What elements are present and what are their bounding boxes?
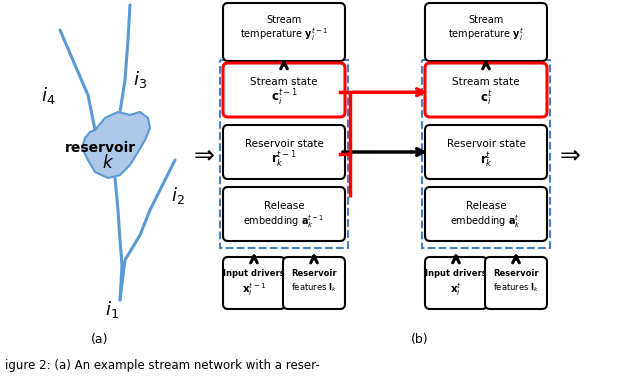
Text: $\mathbf{r}_k^{t}$: $\mathbf{r}_k^{t}$ xyxy=(480,150,493,170)
Text: (b): (b) xyxy=(411,334,429,347)
Text: $\Rightarrow$: $\Rightarrow$ xyxy=(554,142,581,166)
Text: embedding $\mathbf{a}_k^{t}$: embedding $\mathbf{a}_k^{t}$ xyxy=(450,214,521,230)
Text: $\mathbf{r}_k^{t-1}$: $\mathbf{r}_k^{t-1}$ xyxy=(271,150,297,170)
Text: Stream: Stream xyxy=(267,15,302,25)
Text: $i_4$: $i_4$ xyxy=(41,85,55,106)
Text: $\mathbf{c}_i^{t-1}$: $\mathbf{c}_i^{t-1}$ xyxy=(271,88,297,108)
Text: $\Rightarrow$: $\Rightarrow$ xyxy=(189,142,215,166)
Text: Release: Release xyxy=(263,201,304,211)
Text: features $\mathbf{l}_k$: features $\mathbf{l}_k$ xyxy=(493,282,539,294)
Text: Reservoir: Reservoir xyxy=(291,270,337,279)
Text: $\mathbf{x}_i^{t}$: $\mathbf{x}_i^{t}$ xyxy=(450,282,462,299)
FancyBboxPatch shape xyxy=(223,187,345,241)
Text: reservoir: reservoir xyxy=(64,141,135,155)
FancyBboxPatch shape xyxy=(223,125,345,179)
FancyBboxPatch shape xyxy=(485,257,547,309)
Text: $i_3$: $i_3$ xyxy=(133,70,147,91)
FancyBboxPatch shape xyxy=(283,257,345,309)
Text: Input drivers: Input drivers xyxy=(223,270,285,279)
Text: (a): (a) xyxy=(91,334,108,347)
FancyBboxPatch shape xyxy=(425,125,547,179)
Text: temperature $\mathbf{y}_i^{t}$: temperature $\mathbf{y}_i^{t}$ xyxy=(448,27,524,43)
FancyBboxPatch shape xyxy=(425,3,547,61)
Text: $i_2$: $i_2$ xyxy=(171,185,185,206)
FancyBboxPatch shape xyxy=(223,257,285,309)
Text: $k$: $k$ xyxy=(102,154,114,172)
FancyBboxPatch shape xyxy=(425,257,487,309)
Text: Release: Release xyxy=(466,201,507,211)
Text: Reservoir state: Reservoir state xyxy=(244,139,323,149)
Text: $i_1$: $i_1$ xyxy=(105,300,119,320)
Text: features $\mathbf{l}_k$: features $\mathbf{l}_k$ xyxy=(291,282,337,294)
FancyBboxPatch shape xyxy=(223,3,345,61)
Text: temperature $\mathbf{y}_i^{t-1}$: temperature $\mathbf{y}_i^{t-1}$ xyxy=(240,27,328,43)
Text: igure 2: (a) An example stream network with a reser-: igure 2: (a) An example stream network w… xyxy=(5,358,320,371)
Text: Input drivers: Input drivers xyxy=(425,270,487,279)
Text: Stream: Stream xyxy=(468,15,503,25)
FancyBboxPatch shape xyxy=(425,187,547,241)
Text: Reservoir state: Reservoir state xyxy=(447,139,526,149)
Text: Stream state: Stream state xyxy=(452,77,520,87)
Text: embedding $\mathbf{a}_k^{t-1}$: embedding $\mathbf{a}_k^{t-1}$ xyxy=(243,214,325,230)
Text: Reservoir: Reservoir xyxy=(493,270,539,279)
Polygon shape xyxy=(82,112,150,178)
Text: Stream state: Stream state xyxy=(250,77,318,87)
Text: $\mathbf{c}_i^{t}$: $\mathbf{c}_i^{t}$ xyxy=(480,88,493,108)
Bar xyxy=(220,60,348,248)
FancyBboxPatch shape xyxy=(425,63,547,117)
FancyBboxPatch shape xyxy=(223,63,345,117)
Bar xyxy=(422,60,550,248)
Text: $\mathbf{x}_i^{t-1}$: $\mathbf{x}_i^{t-1}$ xyxy=(242,282,266,299)
